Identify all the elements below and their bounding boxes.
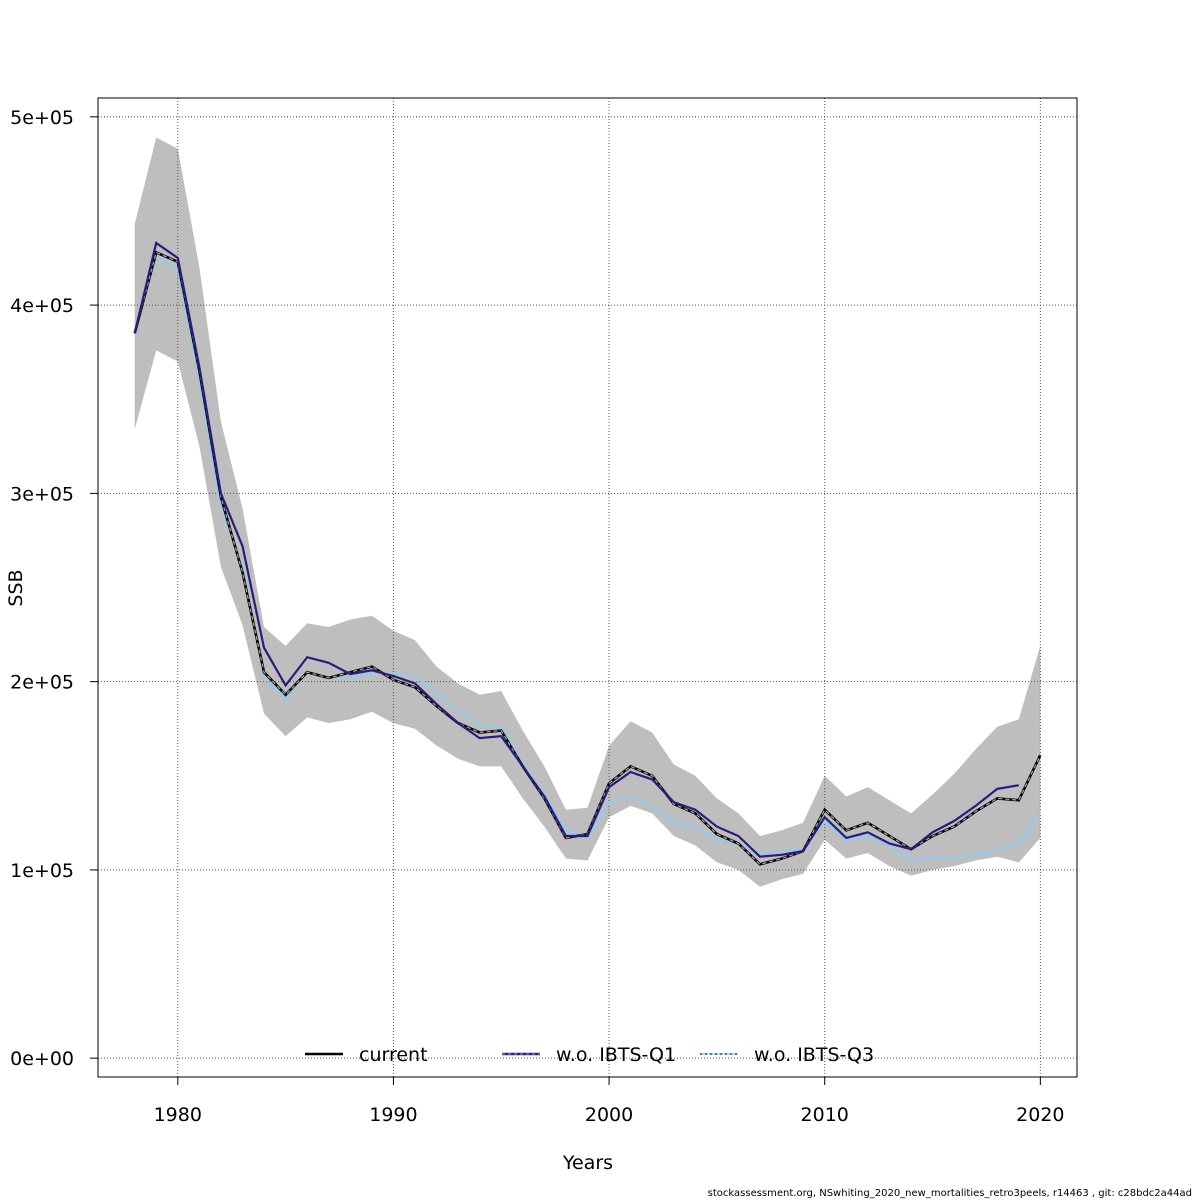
x-tick-label-2020: 2020 [1016, 1104, 1064, 1126]
plot-frame [97, 97, 1078, 1078]
series-lines [133, 241, 1042, 866]
legend: current w.o. IBTS-Q1 w.o. IBTS-Q3 [305, 1044, 874, 1066]
x-tick-label-2010: 2010 [801, 1104, 849, 1126]
y-tick-label-100000: 1e+05 [10, 860, 74, 882]
x-axis-label: Years [562, 1152, 613, 1174]
y-tick-label-200000: 2e+05 [10, 672, 74, 694]
footer-credit: stockassessment.org, NSwhiting_2020_new_… [707, 1188, 1192, 1199]
grid [98, 98, 1077, 1077]
series-line-current-dash [134, 251, 1041, 865]
series-line-wo-ibts-q1 [133, 241, 1019, 858]
legend-item-wo-ibts-q3: w.o. IBTS-Q3 [700, 1044, 874, 1066]
y-tick-label-500000: 5e+05 [10, 107, 74, 129]
legend-item-wo-ibts-q1: w.o. IBTS-Q1 [502, 1044, 676, 1066]
legend-item-current: current [305, 1044, 428, 1066]
confidence-band [134, 137, 1041, 887]
x-tick-label-1990: 1990 [369, 1104, 417, 1126]
x-tick-label-2000: 2000 [585, 1104, 633, 1126]
legend-item-wo-ibts-q1-label: w.o. IBTS-Q1 [556, 1044, 676, 1066]
series-line-wo-ibts-q3 [133, 254, 1041, 862]
y-tick-label-300000: 3e+05 [10, 483, 74, 505]
series-line-current [133, 250, 1042, 866]
y-axis-label: SSB [5, 569, 27, 606]
legend-item-current-label: current [359, 1044, 428, 1066]
x-tick-label-1980: 1980 [154, 1104, 202, 1126]
y-tick-label-400000: 4e+05 [10, 295, 74, 317]
axes: 1980 1990 2000 2010 2020 0e+00 1e+05 2e+05 3e+05… [10, 97, 1078, 1126]
confidence-band-area [134, 137, 1041, 887]
y-tick-label-0: 0e+00 [10, 1048, 74, 1070]
legend-item-wo-ibts-q3-label: w.o. IBTS-Q3 [754, 1044, 874, 1066]
